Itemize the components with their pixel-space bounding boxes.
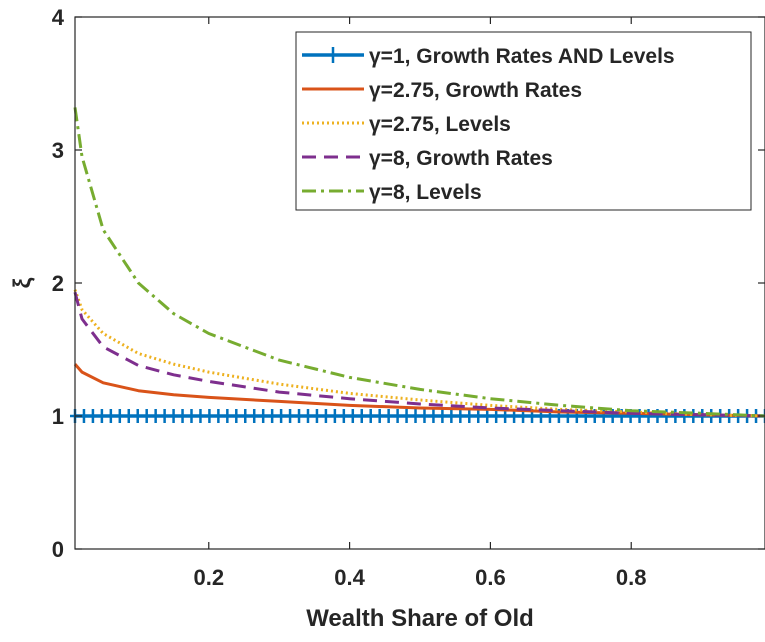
series-marker bbox=[311, 409, 322, 423]
series-marker bbox=[141, 409, 152, 423]
series-marker bbox=[473, 409, 484, 423]
series-marker bbox=[267, 409, 278, 423]
series-marker bbox=[670, 409, 681, 423]
series-marker bbox=[437, 409, 448, 423]
series-marker bbox=[661, 409, 672, 423]
y-tick-label: 3 bbox=[52, 138, 64, 163]
series-marker bbox=[419, 409, 430, 423]
series-marker bbox=[401, 409, 412, 423]
series-layer bbox=[70, 107, 765, 423]
legend-label: γ=1, Growth Rates AND Levels bbox=[369, 45, 675, 68]
y-tick-label: 4 bbox=[52, 5, 65, 30]
series-line bbox=[73, 107, 765, 418]
legend-entry: γ=8, Growth Rates bbox=[302, 147, 553, 170]
series-line bbox=[73, 291, 765, 418]
series-marker bbox=[482, 409, 493, 423]
series-marker bbox=[222, 409, 233, 423]
x-tick-label: 0.2 bbox=[193, 565, 224, 590]
series-marker bbox=[446, 409, 457, 423]
series-marker bbox=[329, 409, 340, 423]
y-tick-label: 0 bbox=[52, 537, 64, 562]
series-marker bbox=[240, 409, 251, 423]
x-tick-label: 0.6 bbox=[475, 565, 506, 590]
series-marker bbox=[195, 409, 206, 423]
series-marker bbox=[231, 409, 242, 423]
legend-entry: γ=1, Growth Rates AND Levels bbox=[302, 45, 675, 68]
y-axis-label: ξ bbox=[9, 277, 36, 288]
series-marker bbox=[105, 409, 116, 423]
series-marker bbox=[428, 409, 439, 423]
legend-label: γ=8, Levels bbox=[369, 181, 482, 204]
legend-items: γ=1, Growth Rates AND Levels γ=2.75, Grow… bbox=[302, 45, 675, 204]
series-marker bbox=[132, 409, 143, 423]
series-line bbox=[73, 363, 765, 418]
series-marker bbox=[168, 409, 179, 423]
x-tick-label: 0.8 bbox=[616, 565, 647, 590]
series-marker bbox=[643, 409, 654, 423]
series-marker bbox=[186, 409, 197, 423]
series-marker bbox=[347, 409, 358, 423]
legend-entry: γ=8, Levels bbox=[302, 181, 482, 204]
legend-marker bbox=[328, 47, 338, 63]
series-marker bbox=[204, 409, 215, 423]
series-marker bbox=[491, 409, 502, 423]
legend-label: γ=2.75, Levels bbox=[369, 113, 511, 136]
x-axis-label: Wealth Share of Old bbox=[306, 605, 534, 632]
series-marker bbox=[356, 409, 367, 423]
series-marker bbox=[302, 409, 313, 423]
series-marker bbox=[634, 409, 645, 423]
series-marker bbox=[374, 409, 385, 423]
legend-entry: γ=2.75, Levels bbox=[302, 113, 511, 136]
series-marker bbox=[285, 409, 296, 423]
y-tick-label: 2 bbox=[52, 271, 64, 296]
series-marker bbox=[213, 409, 224, 423]
series-marker bbox=[455, 409, 466, 423]
legend-label: γ=2.75, Growth Rates bbox=[369, 79, 582, 102]
series-marker bbox=[249, 409, 260, 423]
x-tick-label: 0.4 bbox=[334, 565, 365, 590]
legend-entry: γ=2.75, Growth Rates bbox=[302, 79, 582, 102]
series-marker bbox=[365, 409, 376, 423]
series-marker bbox=[338, 409, 349, 423]
series-marker bbox=[87, 409, 98, 423]
ticks-layer: 0.2 0.4 0.6 0.8 0 1 2 3 4 bbox=[52, 5, 765, 590]
series-marker bbox=[383, 409, 394, 423]
series-marker bbox=[114, 409, 125, 423]
series-marker bbox=[96, 409, 107, 423]
series-marker bbox=[392, 409, 403, 423]
legend-label: γ=8, Growth Rates bbox=[369, 147, 553, 170]
series-marker bbox=[464, 409, 475, 423]
series-marker bbox=[258, 409, 269, 423]
series-marker bbox=[150, 409, 161, 423]
series-marker bbox=[276, 409, 287, 423]
series-marker bbox=[159, 409, 170, 423]
series-marker bbox=[410, 409, 421, 423]
series-marker bbox=[294, 409, 305, 423]
series-marker bbox=[320, 409, 331, 423]
y-tick-label: 1 bbox=[52, 404, 64, 429]
legend: γ=1, Growth Rates AND Levels γ=2.75, Grow… bbox=[295, 31, 752, 211]
legend-box bbox=[295, 31, 752, 211]
series-marker bbox=[177, 409, 188, 423]
series-marker bbox=[123, 409, 134, 423]
